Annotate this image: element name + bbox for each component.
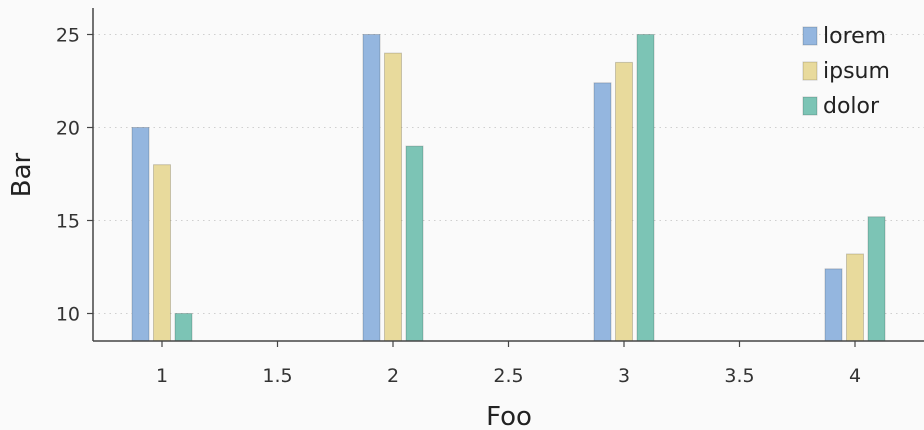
grid-lines <box>93 34 924 314</box>
legend-swatch-dolor <box>802 96 818 116</box>
y-tick-label: 25 <box>56 25 80 47</box>
bar-ipsum-4 <box>846 253 864 342</box>
bar-ipsum-2 <box>384 52 402 342</box>
x-ticks: 1 1.5 2 2.5 3 3.5 4 <box>156 341 861 387</box>
y-tick-label: 15 <box>56 211 80 233</box>
bar-ipsum-3 <box>615 61 633 342</box>
x-tick-label: 2.5 <box>493 365 523 387</box>
x-tick-label: 1 <box>156 365 168 387</box>
bar-lorem-2 <box>362 34 381 342</box>
y-axis-title: Bar <box>7 152 37 197</box>
legend-label-dolor: dolor <box>823 94 880 119</box>
bar-lorem-1 <box>131 127 150 342</box>
x-axis-title: Foo <box>486 402 532 430</box>
bar-dolor-1 <box>174 313 193 342</box>
bar-lorem-4 <box>824 268 843 342</box>
legend-label-lorem: lorem <box>823 24 886 49</box>
bar-dolor-3 <box>636 34 655 342</box>
bar-dolor-2 <box>405 145 424 342</box>
bar-dolor-4 <box>867 216 886 342</box>
bar-lorem-3 <box>593 82 612 342</box>
x-tick-label: 2 <box>387 365 399 387</box>
axes <box>92 8 924 342</box>
bars <box>131 34 886 342</box>
y-ticks: 10 15 20 25 <box>56 25 93 326</box>
legend-swatch-ipsum <box>802 61 818 81</box>
bar-ipsum-1 <box>153 164 171 342</box>
legend-swatch-lorem <box>802 26 818 46</box>
x-tick-label: 3 <box>618 365 630 387</box>
legend-label-ipsum: ipsum <box>823 59 890 84</box>
y-tick-label: 20 <box>56 118 80 140</box>
x-tick-label: 1.5 <box>262 365 292 387</box>
x-tick-label: 3.5 <box>724 365 754 387</box>
x-tick-label: 4 <box>849 365 861 387</box>
y-tick-label: 10 <box>56 304 80 326</box>
legend: lorem ipsum dolor <box>802 24 890 119</box>
